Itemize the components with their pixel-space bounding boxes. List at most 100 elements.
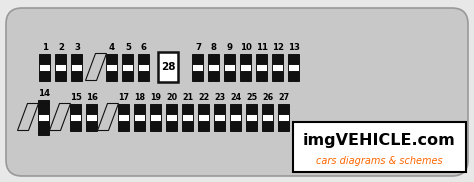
Text: 7: 7 xyxy=(195,43,201,52)
Bar xyxy=(135,104,146,114)
Bar xyxy=(192,64,203,70)
Bar xyxy=(158,52,178,82)
Bar xyxy=(118,104,129,114)
Bar xyxy=(39,54,51,64)
Bar xyxy=(289,64,300,70)
Bar xyxy=(71,120,82,130)
Bar xyxy=(151,104,162,114)
Bar xyxy=(182,104,193,114)
Bar xyxy=(240,54,252,64)
Bar xyxy=(118,120,129,130)
Text: 19: 19 xyxy=(151,93,162,102)
Bar xyxy=(135,120,146,130)
Bar xyxy=(107,54,118,64)
Text: 4: 4 xyxy=(109,43,115,52)
Text: 24: 24 xyxy=(230,93,242,102)
Text: 9: 9 xyxy=(227,43,233,52)
Text: imgVEHICLE.com: imgVEHICLE.com xyxy=(303,134,456,149)
Bar xyxy=(166,114,177,120)
Bar xyxy=(71,114,82,120)
Bar xyxy=(166,104,177,114)
Bar xyxy=(246,104,257,114)
Bar xyxy=(151,120,162,130)
Bar xyxy=(230,120,241,130)
Bar xyxy=(122,70,134,80)
Bar xyxy=(38,114,49,120)
Bar xyxy=(122,54,134,64)
Bar xyxy=(122,64,134,70)
Text: 27: 27 xyxy=(278,93,290,102)
Bar xyxy=(209,64,219,70)
Bar xyxy=(293,122,466,172)
Bar xyxy=(151,114,162,120)
Bar xyxy=(240,70,252,80)
Bar xyxy=(225,64,236,70)
Bar xyxy=(246,114,257,120)
Bar xyxy=(38,100,49,114)
Bar xyxy=(240,64,252,70)
Bar xyxy=(273,54,283,64)
Bar xyxy=(72,70,82,80)
Bar xyxy=(273,64,283,70)
Text: 26: 26 xyxy=(263,93,273,102)
Text: 2: 2 xyxy=(58,43,64,52)
Bar xyxy=(215,114,226,120)
Text: 17: 17 xyxy=(118,93,129,102)
Bar xyxy=(273,70,283,80)
Bar xyxy=(138,54,149,64)
Text: 3: 3 xyxy=(74,43,80,52)
Bar xyxy=(86,114,98,120)
Bar xyxy=(192,54,203,64)
Polygon shape xyxy=(98,104,118,130)
Text: 5: 5 xyxy=(125,43,131,52)
Text: 10: 10 xyxy=(240,43,252,52)
Bar xyxy=(39,70,51,80)
Bar xyxy=(263,104,273,114)
Text: 15: 15 xyxy=(70,93,82,102)
Text: 21: 21 xyxy=(182,93,193,102)
Bar xyxy=(135,114,146,120)
Bar xyxy=(138,64,149,70)
Bar xyxy=(209,70,219,80)
Bar xyxy=(230,114,241,120)
Bar xyxy=(199,104,210,114)
Bar xyxy=(279,104,290,114)
Bar xyxy=(279,114,290,120)
Bar xyxy=(215,104,226,114)
Text: 28: 28 xyxy=(161,62,175,72)
Bar xyxy=(118,114,129,120)
Bar xyxy=(192,70,203,80)
Text: 16: 16 xyxy=(86,93,98,102)
Bar xyxy=(71,104,82,114)
Bar xyxy=(138,70,149,80)
Bar xyxy=(182,120,193,130)
FancyBboxPatch shape xyxy=(6,8,468,176)
Text: 18: 18 xyxy=(135,93,146,102)
Bar xyxy=(38,120,49,134)
Text: 20: 20 xyxy=(166,93,178,102)
Bar xyxy=(166,120,177,130)
Bar xyxy=(72,54,82,64)
Text: 14: 14 xyxy=(38,89,50,98)
Polygon shape xyxy=(85,54,107,80)
Bar xyxy=(263,114,273,120)
Bar xyxy=(39,64,51,70)
Bar xyxy=(72,64,82,70)
Bar xyxy=(215,120,226,130)
Text: 12: 12 xyxy=(272,43,284,52)
Bar xyxy=(107,70,118,80)
Text: 22: 22 xyxy=(199,93,210,102)
Bar xyxy=(289,54,300,64)
Bar xyxy=(107,64,118,70)
Polygon shape xyxy=(49,104,71,130)
Text: 1: 1 xyxy=(42,43,48,52)
Text: cars diagrams & schemes: cars diagrams & schemes xyxy=(316,156,443,166)
Bar xyxy=(279,120,290,130)
Bar xyxy=(256,54,267,64)
Bar xyxy=(263,120,273,130)
Bar xyxy=(256,64,267,70)
Bar xyxy=(55,64,66,70)
Text: 25: 25 xyxy=(246,93,257,102)
Bar xyxy=(246,120,257,130)
Text: 6: 6 xyxy=(141,43,147,52)
